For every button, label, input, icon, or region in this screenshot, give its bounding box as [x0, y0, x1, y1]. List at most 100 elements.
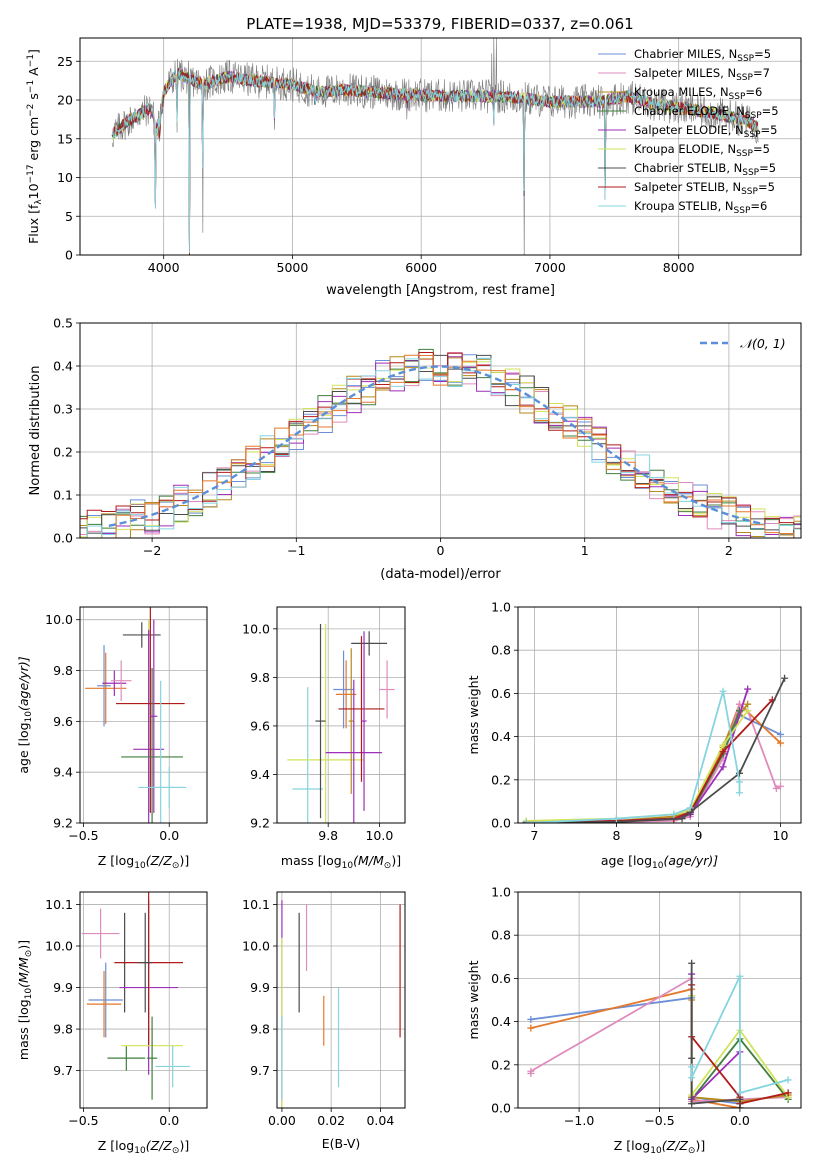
massweight_vs_Z-point-kroupa_stelib [688, 1074, 696, 1082]
massweight_vs_age-point-kroupa_stelib [686, 804, 694, 812]
massweight_vs_Z-point-salpeter_miles [527, 1067, 535, 1075]
residuals-xtick-label: 1 [581, 543, 589, 558]
massweight_vs_age-point-chabrier_stelib [781, 674, 789, 682]
residuals-marks [80, 348, 801, 538]
spectrum-ytick-label: 25 [57, 54, 73, 69]
massweight_vs_age-point-kroupa_stelib [719, 687, 727, 695]
spectrum-title: PLATE=1938, MJD=53379, FIBERID=0337, z=0… [246, 15, 633, 33]
age_vs_Z-xtick-label: −0.5 [68, 828, 98, 843]
massweight_vs_age-point-kroupa_stelib [522, 819, 530, 823]
age_vs_mass-ytick-label: 10.0 [242, 621, 270, 636]
massweight_vs_age-point-salpeter_miles [735, 700, 743, 708]
massweight_vs_age-series-salpeter_elodie [526, 688, 749, 823]
massweight_vs_Z-ylabel: mass weight [466, 960, 481, 1039]
mass_vs_ebv-ytick-label: 9.7 [250, 1063, 270, 1078]
massweight_vs_age-ytick-label: 0.2 [491, 772, 511, 787]
massweight_vs_age-point-kroupa_stelib [612, 815, 620, 823]
mass_vs_Z-ylabel-group: mass [log10(M/M⊙)] [16, 940, 34, 1060]
massweight_vs_Z-axes: −1.0 −0.5 0.0 0.0 0.2 0.4 0.6 0.8 1.0 Z [log10(Z/… [466, 885, 802, 1156]
residuals-xlabel: (data-model)/error [380, 567, 501, 582]
massweight_vs_age-ytick-label: 1.0 [491, 600, 511, 615]
massweight_vs_age-point-salpeter_miles [772, 784, 780, 792]
mass_vs_ebv-axes: 0.00 0.02 0.04 9.7 9.8 9.9 10.0 10.1 E(B-V) [242, 891, 406, 1151]
massweight_vs_age-ytick-label: 0.0 [491, 816, 511, 831]
residuals-ytick-label: 0.4 [53, 359, 73, 374]
massweight_vs_Z-ytick-label: 0.4 [491, 1014, 511, 1029]
mass_vs_ebv-xlabel: E(B-V) [322, 1136, 361, 1151]
massweight_vs_age-series-chabrier_elodie [526, 710, 741, 823]
normal-curve [108, 365, 766, 527]
massweight_vs_age-marks [522, 674, 789, 823]
age_vs_mass-xtick-label: 10.0 [365, 828, 393, 843]
residual-hist-chabrier_miles [80, 354, 801, 538]
spectrum-ytick-label: 15 [57, 131, 73, 146]
residuals-xtick-label: 0 [437, 543, 445, 558]
residuals-ytick-label: 0.3 [53, 402, 73, 417]
residuals-ytick-label: 0.5 [53, 316, 73, 331]
legend-entry-chabrier_stelib: Chabrier STELIB, NSSP=5 [634, 161, 776, 178]
age_vs_mass-ytick-label: 9.8 [250, 670, 270, 685]
mass_vs_Z-frame [79, 891, 208, 1109]
age_vs_Z-ylabel: age [log10(age/yr)] [16, 656, 34, 773]
plots-layer: 4000 5000 6000 7000 80000510152025wavelength… [16, 37, 802, 1156]
massweight_vs_Z-point-chabrier_stelib [736, 1104, 744, 1108]
normal-legend-label: 𝒩(0, 1) [740, 336, 786, 351]
massweight_vs_Z-point-kroupa_stelib [736, 1089, 744, 1097]
mass_vs_Z-xtick-label: −0.5 [68, 1113, 98, 1128]
mass_vs_ebv-marks [281, 900, 401, 1108]
age_vs_mass-axes: 9.8 10.0 9.2 9.4 9.6 9.8 10.0 mass [log10(M/M⊙)… [242, 606, 406, 871]
massweight_vs_age-point-kroupa_stelib [670, 810, 678, 818]
massweight_vs_Z-point-kroupa_stelib [736, 972, 744, 980]
residuals-ylabel: Normed distribution [28, 366, 43, 496]
massweight_vs_Z-point-chabrier_stelib [688, 959, 696, 967]
residual-hist-kroupa_stelib [80, 358, 801, 538]
spectrum-frame [79, 37, 802, 256]
mass_vs_ebv-frame [276, 891, 406, 1109]
spectrum-xtick-label: 4000 [148, 260, 180, 275]
massweight_vs_Z-xtick-label: −1.0 [564, 1113, 594, 1128]
massweight_vs_age-point-salpeter_elodie [744, 685, 752, 693]
mass_vs_Z-ytick-label: 9.7 [53, 1063, 73, 1078]
mass_vs_ebv-ytick-label: 9.9 [250, 980, 270, 995]
residuals-ytick-label: 0.2 [53, 445, 73, 460]
massweight_vs_age-point-kroupa_elodie [719, 741, 727, 749]
massweight_vs_Z-xtick-label: 0.0 [730, 1113, 750, 1128]
massweight_vs_Z-point-chabrier_stelib [688, 1100, 696, 1108]
mass_vs_Z-marks [81, 892, 190, 1100]
mass_vs_ebv-ytick-label: 9.8 [250, 1022, 270, 1037]
spectrum-model-salpeter_stelib [111, 67, 759, 255]
massweight_vs_age-xtick-label: 9 [694, 828, 702, 843]
age_vs_Z-marks [85, 607, 187, 823]
massweight_vs_age-point-salpeter_miles [776, 782, 784, 790]
age_vs_mass-ytick-label: 9.2 [250, 816, 270, 831]
massweight_vs_Z-ytick-label: 1.0 [491, 885, 511, 900]
massweight_vs_age-point-kroupa_stelib [735, 778, 743, 786]
massweight_vs_age-frame [517, 606, 802, 824]
mass_vs_Z-ytick-label: 10.1 [45, 897, 73, 912]
massweight_vs_age-point-kroupa_stelib [735, 789, 743, 797]
age_vs_Z-ytick-label: 9.4 [53, 765, 73, 780]
spectrum-ylabel-group: Flux [fλ10−17 erg cm−2 s−1 A−1] [26, 49, 44, 244]
spectrum-model-kroupa_stelib [111, 69, 759, 254]
age_vs_Z-ytick-label: 9.2 [53, 816, 73, 831]
age_vs_Z-ytick-label: 9.8 [53, 663, 73, 678]
mass_vs_Z-axes: −0.5 0.0 9.7 9.8 9.9 10.0 10.1 Z [log10(Z/Z⊙)] m… [16, 891, 208, 1156]
age_vs_Z-ytick-label: 9.6 [53, 714, 73, 729]
massweight_vs_Z-point-chabrier_stelib [688, 1054, 696, 1062]
massweight_vs_Z-ytick-label: 0.6 [491, 971, 511, 986]
residual-hist-salpeter_miles [80, 351, 801, 538]
massweight_vs_age-series-orange [526, 702, 782, 823]
spectrum-xlabel: wavelength [Angstrom, rest frame] [326, 283, 555, 298]
mass_vs_Z-ytick-label: 10.0 [45, 939, 73, 954]
mass_vs_ebv-xtick-label: 0.02 [317, 1113, 345, 1128]
age_vs_Z-frame [79, 606, 208, 824]
spectrum-xtick-label: 6000 [405, 260, 437, 275]
massweight_vs_age-series-salpeter_miles [526, 702, 781, 823]
age_vs_Z-ytick-label: 10.0 [45, 612, 73, 627]
massweight_vs_Z-xtick-label: −0.5 [644, 1113, 674, 1128]
massweight_vs_Z-xlabel: Z [log10(Z/Z⊙)] [614, 1138, 705, 1156]
massweight_vs_Z-point-orange [527, 1024, 535, 1032]
massweight_vs_age-xlabel: age [log10(age/yr)] [601, 853, 718, 871]
mass_vs_ebv-xtick-label: 0.04 [366, 1113, 394, 1128]
spectrum-ytick-label: 0 [65, 248, 73, 263]
